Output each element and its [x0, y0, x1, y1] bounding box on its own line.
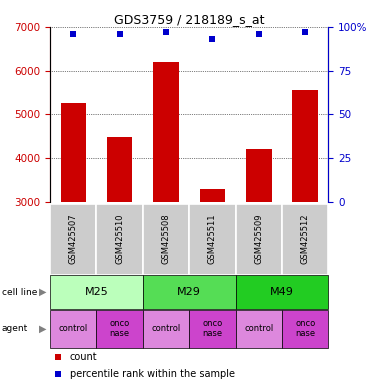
Text: ▶: ▶: [39, 324, 46, 334]
Text: GSM425511: GSM425511: [208, 214, 217, 264]
Bar: [50, 204, 96, 275]
Text: GSM425512: GSM425512: [301, 214, 310, 264]
Bar: [143, 204, 189, 275]
Point: [70, 31, 76, 37]
Text: percentile rank within the sample: percentile rank within the sample: [70, 369, 234, 379]
Point: [209, 36, 215, 42]
Point: [256, 31, 262, 37]
Bar: [96, 310, 143, 348]
Point: [302, 29, 308, 35]
Bar: [236, 310, 282, 348]
Bar: [153, 62, 179, 333]
Text: onco
nase: onco nase: [109, 319, 130, 338]
Text: control: control: [151, 324, 181, 333]
Text: onco
nase: onco nase: [202, 319, 223, 338]
Text: M49: M49: [270, 287, 294, 297]
Text: GSM425509: GSM425509: [254, 214, 263, 264]
Text: M25: M25: [85, 287, 108, 297]
Bar: [189, 204, 236, 275]
Text: GSM425507: GSM425507: [69, 214, 78, 264]
Bar: [143, 310, 189, 348]
Bar: [107, 137, 132, 333]
Text: GSM425508: GSM425508: [161, 214, 171, 264]
Bar: [236, 204, 282, 275]
Text: cell line: cell line: [2, 288, 37, 297]
Text: count: count: [70, 352, 97, 362]
Bar: [189, 310, 236, 348]
Bar: [50, 275, 143, 309]
Bar: [50, 310, 96, 348]
Text: agent: agent: [2, 324, 28, 333]
Bar: [200, 189, 225, 333]
Point: [117, 31, 123, 37]
Bar: [282, 310, 328, 348]
Bar: [96, 204, 143, 275]
Bar: [236, 275, 328, 309]
Bar: [282, 204, 328, 275]
Text: ▶: ▶: [39, 287, 46, 297]
Text: GSM425510: GSM425510: [115, 214, 124, 264]
Point: [163, 29, 169, 35]
Text: M29: M29: [177, 287, 201, 297]
Text: control: control: [59, 324, 88, 333]
Point: [56, 354, 62, 360]
Text: onco
nase: onco nase: [295, 319, 315, 338]
Bar: [246, 149, 272, 333]
Bar: [143, 275, 236, 309]
Title: GDS3759 / 218189_s_at: GDS3759 / 218189_s_at: [114, 13, 265, 26]
Bar: [292, 90, 318, 333]
Bar: [60, 103, 86, 333]
Text: control: control: [244, 324, 273, 333]
Point: [56, 371, 62, 377]
